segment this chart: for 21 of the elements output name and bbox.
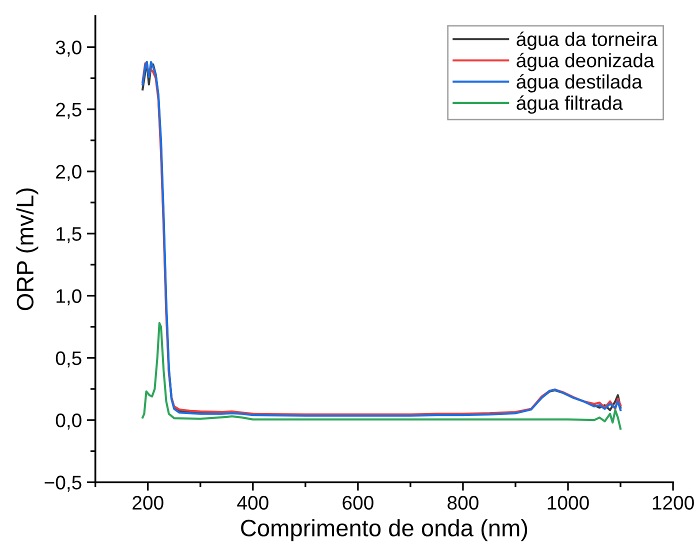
x-tick-label: 1200 [652, 496, 694, 510]
line-series [142, 322, 622, 430]
y-tick-label: 1,5 [56, 227, 82, 244]
x-tick-label: 400 [237, 496, 268, 510]
legend-label: água filtrada [516, 95, 623, 114]
legend-label: água da torneira [516, 32, 658, 50]
y-tick-label: −0,5 [44, 476, 82, 492]
x-axis-title: Comprimento de onda (nm) [241, 519, 528, 542]
legend-label: água deonizada [516, 52, 654, 72]
legend-label: água destilada [516, 74, 642, 92]
y-tick-label: 1,0 [56, 289, 82, 306]
y-tick-label: 3,0 [56, 40, 82, 57]
y-tick-label: 2,5 [56, 102, 82, 119]
y-tick-label: 0,5 [56, 351, 82, 368]
x-tick-label: 1000 [548, 496, 589, 510]
y-tick-label: 2,0 [56, 164, 82, 181]
x-tick-label: 600 [342, 496, 374, 510]
x-tick-label: 200 [132, 496, 164, 510]
y-axis-title: ORP (mv/L) [16, 188, 38, 310]
y-tick-label: 0,0 [56, 414, 82, 430]
x-tick-label: 800 [448, 496, 478, 510]
